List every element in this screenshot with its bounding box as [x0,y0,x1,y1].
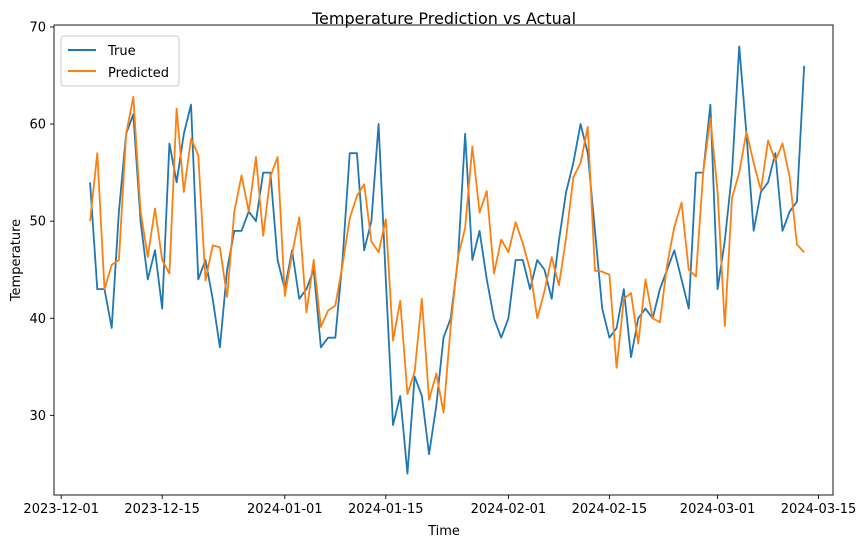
legend: True Predicted [60,35,180,87]
series-line-true [89,45,806,475]
x-tick-label: 2024-03-01 [680,502,756,517]
x-tick-label: 2024-03-15 [781,502,857,517]
legend-label-predicted: Predicted [108,66,169,81]
x-tick-label: 2024-02-01 [471,502,547,517]
series-line-predicted [89,95,805,414]
series-layer [89,45,806,475]
plot-frame [53,24,834,496]
x-axis-label: Time [427,524,460,539]
y-axis: 30 40 50 60 70 [29,20,54,424]
legend-box [60,35,180,87]
y-tick-label: 30 [29,409,46,424]
x-axis: 2023-12-01 2023-12-15 2024-01-01 2024-01-15… [23,495,856,517]
y-axis-label: Temperature [9,219,24,302]
y-tick-label: 50 [29,215,46,230]
x-tick-label: 2024-02-15 [572,502,648,517]
chart-title: Temperature Prediction vs Actual [311,9,576,28]
legend-label-true: True [107,44,136,59]
y-tick-label: 60 [29,118,46,133]
y-tick-label: 70 [29,20,46,35]
x-tick-label: 2024-01-01 [247,502,323,517]
plot-area: 2023-12-01 2023-12-15 2024-01-01 2024-01-15… [23,20,856,517]
x-tick-label: 2023-12-01 [23,502,99,517]
x-tick-label: 2024-01-15 [348,502,424,517]
x-tick-label: 2023-12-15 [124,502,200,517]
y-tick-label: 40 [29,312,46,327]
